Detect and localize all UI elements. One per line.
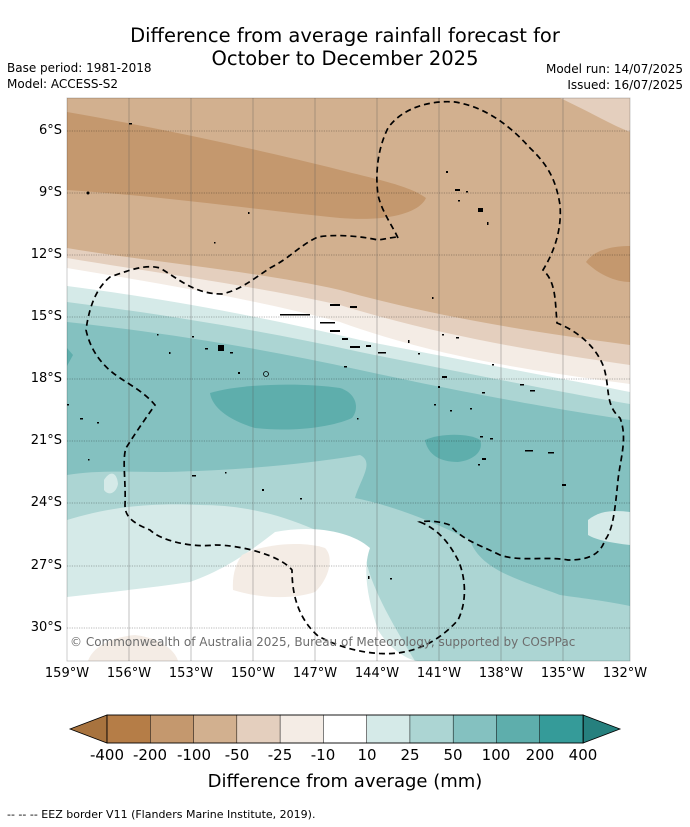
colorbar-extend-high — [582, 714, 622, 744]
colorbar-segment — [150, 714, 195, 744]
colorbar-segment — [496, 714, 541, 744]
near-average-area — [67, 528, 418, 661]
eez-border-north — [85, 100, 625, 655]
colorbar-tick: 200 — [525, 746, 555, 764]
lat-label-12s: 12°S — [30, 247, 62, 262]
lon-label-159w: 159°W — [44, 666, 90, 681]
lon-label-144w: 144°W — [354, 666, 400, 681]
colorbar-tick: -25 — [267, 746, 293, 764]
issued-date: Issued: 16/07/2025 — [567, 78, 683, 92]
lat-label-15s: 15°S — [30, 309, 62, 324]
island-markers — [67, 123, 566, 580]
lon-label-150w: 150°W — [230, 666, 276, 681]
copyright-notice: © Commonwealth of Australia 2025, Bureau… — [70, 635, 576, 649]
lat-label-30s: 30°S — [30, 620, 62, 635]
map-title: Difference from average rainfall forecas… — [0, 24, 690, 70]
colorbar-tick: 25 — [400, 746, 420, 764]
meta-right: Model run: 14/07/2025 Issued: 16/07/2025 — [546, 61, 683, 93]
colorbar-tick: -400 — [89, 746, 125, 764]
colorbar — [68, 714, 622, 744]
wet-core-far-west — [67, 348, 73, 366]
lat-label-6s: 6°S — [38, 123, 62, 138]
model-run: Model run: 14/07/2025 — [545, 62, 683, 76]
colorbar-tick: 10 — [357, 746, 377, 764]
latitude-gridlines — [67, 130, 630, 629]
colorbar-segment — [106, 714, 152, 744]
wet-core-west — [210, 384, 356, 430]
dry-patch-south — [232, 544, 330, 598]
colorbar-tick: 50 — [443, 746, 463, 764]
colorbar-tick: -100 — [176, 746, 212, 764]
colorbar-tick: -200 — [132, 746, 168, 764]
band-wet-50 — [67, 322, 630, 606]
lon-label-156w: 156°W — [106, 666, 152, 681]
colorbar-outline — [106, 714, 584, 744]
title-line-1: Difference from average rainfall forecas… — [130, 24, 560, 47]
colorbar-segment — [452, 714, 498, 744]
colorbar-segment — [366, 714, 411, 744]
lat-label-21s: 21°S — [30, 433, 62, 448]
wet-patch-small — [104, 473, 118, 494]
lon-label-135w: 135°W — [540, 666, 586, 681]
dry-patch-southwest — [88, 635, 178, 661]
colorbar-segment — [279, 714, 325, 744]
lat-label-18s: 18°S — [30, 371, 62, 386]
dry-core-west — [67, 112, 426, 219]
map-frame — [66, 97, 631, 662]
colorbar-segment — [323, 714, 368, 744]
map-area — [67, 98, 630, 661]
colorbar-segments — [106, 714, 584, 744]
colorbar-tick: 100 — [481, 746, 511, 764]
lon-label-138w: 138°W — [478, 666, 524, 681]
eez-borders — [85, 100, 625, 655]
colorbar-title: Difference from average (mm) — [207, 771, 483, 792]
lon-label-147w: 147°W — [292, 666, 338, 681]
meta-left: Base period: 1981-2018 Model: ACCESS-S2 — [7, 60, 152, 92]
model-name: Model: ACCESS-S2 — [7, 77, 119, 91]
lon-label-153w: 153°W — [168, 666, 214, 681]
colorbar-segment — [236, 714, 281, 744]
colorbar-segment — [409, 714, 454, 744]
lon-label-132w: 132°W — [602, 666, 648, 681]
colorbar-extend-low — [68, 714, 108, 744]
lat-label-9s: 9°S — [38, 185, 62, 200]
longitude-gridlines — [128, 98, 564, 661]
colorbar-segment — [539, 714, 584, 744]
eez-footnote: -- -- -- EEZ border V11 (Flanders Marine… — [7, 808, 316, 821]
lat-label-24s: 24°S — [30, 495, 62, 510]
colorbar-tick: -10 — [310, 746, 336, 764]
colorbar-segment — [193, 714, 238, 744]
title-line-2: October to December 2025 — [211, 47, 479, 70]
lat-label-27s: 27°S — [30, 558, 62, 573]
colorbar-tick: -50 — [224, 746, 250, 764]
colorbar-tick: 400 — [568, 746, 598, 764]
base-period: Base period: 1981-2018 — [7, 61, 152, 75]
lon-label-141w: 141°W — [416, 666, 462, 681]
wet-patch-southeast — [588, 510, 630, 545]
